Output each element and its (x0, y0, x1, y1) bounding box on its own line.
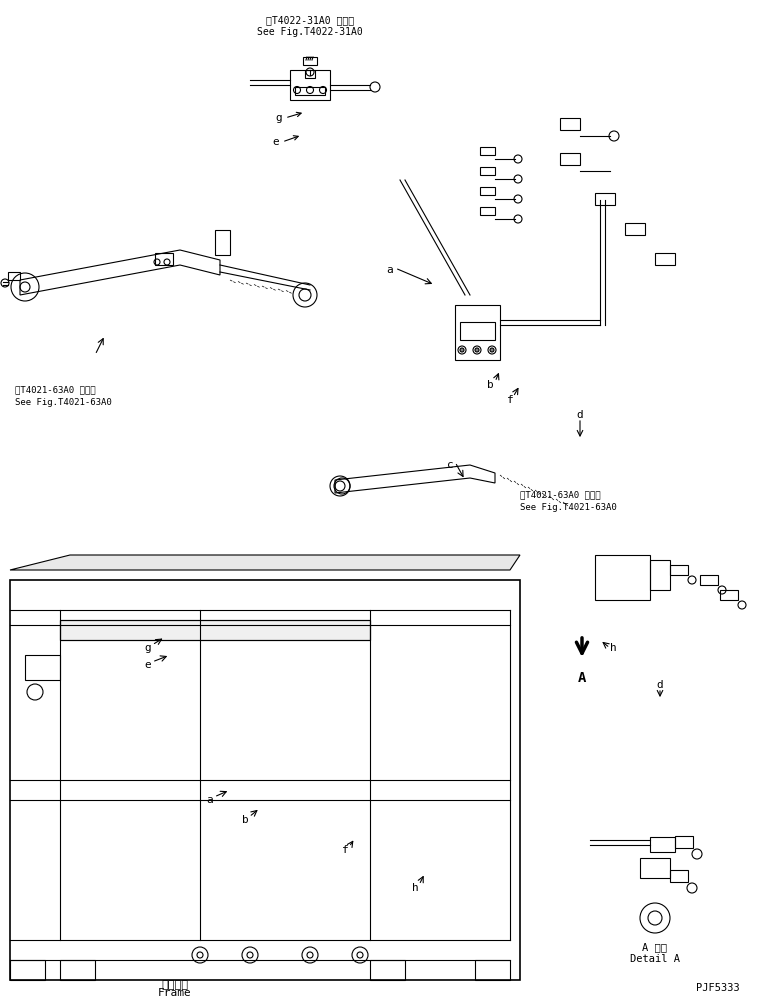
Bar (475, 960, 510, 980)
Text: 第T4021-63A0 図参照: 第T4021-63A0 図参照 (15, 385, 95, 394)
Bar (700, 575, 718, 585)
Bar (480, 167, 495, 175)
Bar (370, 960, 405, 980)
Bar (10, 960, 45, 980)
Text: See Fig.T4022-31A0: See Fig.T4022-31A0 (257, 27, 363, 37)
Bar (670, 870, 688, 882)
Text: Frame: Frame (158, 988, 192, 998)
Bar (215, 230, 230, 255)
Bar (10, 580, 520, 980)
Text: e: e (145, 660, 151, 670)
Text: See Fig.T4021-63A0: See Fig.T4021-63A0 (520, 503, 617, 512)
Bar (480, 147, 495, 155)
Bar (720, 590, 738, 600)
Text: c: c (446, 460, 453, 470)
Bar (650, 560, 670, 590)
Bar (480, 207, 495, 215)
Bar (625, 223, 645, 235)
Bar (60, 960, 95, 980)
Bar (595, 193, 615, 205)
Bar (675, 836, 693, 848)
Polygon shape (335, 465, 495, 493)
Text: h: h (411, 883, 418, 893)
Text: d: d (577, 410, 584, 420)
Text: フレーム: フレーム (162, 980, 188, 990)
Bar (455, 305, 500, 360)
Text: h: h (610, 643, 617, 653)
Bar (595, 555, 650, 600)
Text: f: f (507, 395, 513, 405)
Text: PJF5333: PJF5333 (697, 983, 740, 993)
Text: A: A (578, 671, 586, 685)
Text: See Fig.T4021-63A0: See Fig.T4021-63A0 (15, 398, 111, 407)
Bar (640, 858, 670, 878)
Bar (295, 87, 325, 95)
Text: 第T4022-31A0 図参照: 第T4022-31A0 図参照 (266, 15, 354, 25)
Bar (60, 620, 370, 640)
Text: d: d (657, 680, 663, 690)
Text: 第T4021-63A0 図参照: 第T4021-63A0 図参照 (520, 490, 600, 499)
Bar (655, 253, 675, 265)
Bar (305, 70, 315, 78)
Circle shape (490, 348, 494, 352)
Text: g: g (145, 643, 151, 653)
Circle shape (475, 348, 479, 352)
Text: e: e (272, 137, 279, 147)
Bar (60, 620, 370, 640)
Circle shape (460, 348, 464, 352)
Bar (650, 837, 675, 852)
Bar (8, 272, 20, 280)
Bar (560, 153, 580, 165)
Bar (303, 57, 317, 65)
Polygon shape (20, 250, 220, 295)
Text: a: a (207, 795, 214, 805)
Text: b: b (242, 815, 249, 825)
Bar (25, 655, 60, 680)
Bar (460, 322, 495, 340)
Text: a: a (387, 265, 394, 275)
Polygon shape (10, 555, 520, 570)
Text: b: b (487, 380, 494, 390)
Bar (155, 253, 173, 265)
Text: Detail A: Detail A (630, 954, 680, 964)
Bar (480, 187, 495, 195)
Bar (290, 70, 330, 100)
Bar (560, 118, 580, 130)
Text: f: f (342, 845, 349, 855)
Text: A 詳細: A 詳細 (642, 942, 668, 952)
Text: g: g (275, 113, 282, 123)
Bar (670, 565, 688, 575)
